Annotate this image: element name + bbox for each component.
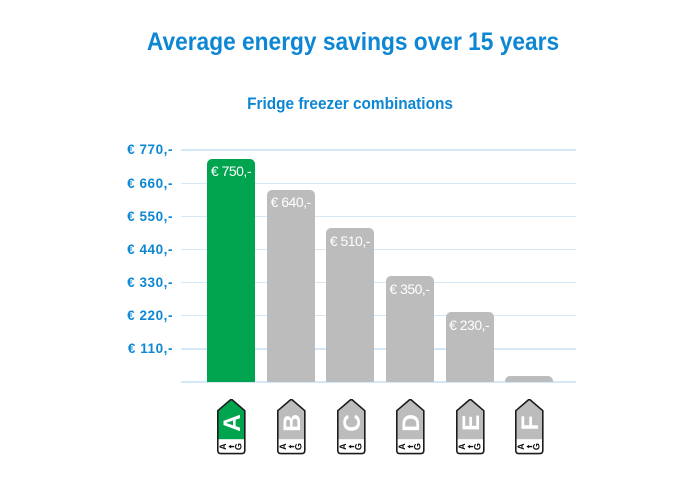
svg-text:E: E xyxy=(458,414,485,430)
svg-text:G: G xyxy=(353,443,363,450)
svg-text:F: F xyxy=(518,415,545,430)
svg-text:A: A xyxy=(337,442,347,449)
svg-text:G: G xyxy=(234,443,244,450)
svg-text:G: G xyxy=(532,443,542,450)
svg-text:D: D xyxy=(398,413,425,431)
svg-text:A: A xyxy=(456,442,466,449)
svg-text:A: A xyxy=(516,442,526,449)
svg-text:B: B xyxy=(279,413,306,431)
svg-text:G: G xyxy=(472,443,482,450)
svg-text:A: A xyxy=(397,442,407,449)
svg-text:A: A xyxy=(218,442,228,449)
svg-text:G: G xyxy=(413,443,423,450)
svg-text:A: A xyxy=(278,442,288,449)
svg-text:G: G xyxy=(294,443,304,450)
svg-text:A: A xyxy=(220,413,247,431)
svg-text:C: C xyxy=(339,413,366,431)
